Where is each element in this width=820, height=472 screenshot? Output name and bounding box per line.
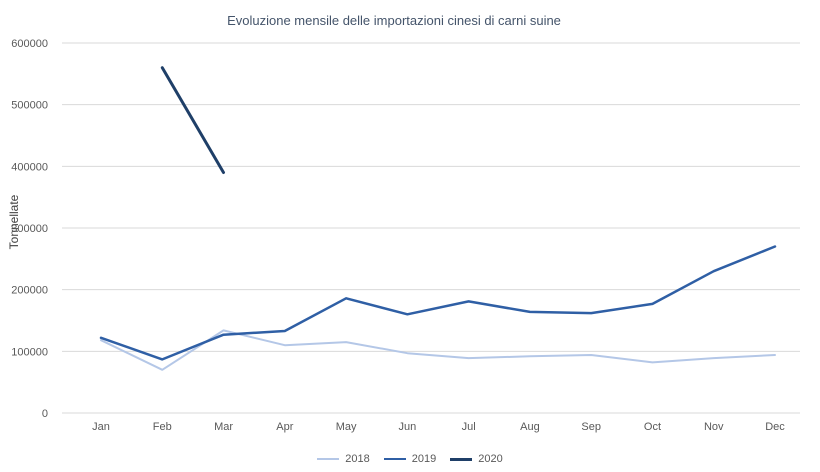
y-tick-label: 200000: [11, 285, 48, 297]
x-tick-label: Jul: [462, 421, 476, 433]
x-tick-label: Jun: [398, 421, 416, 433]
legend-swatch-2020: [450, 457, 473, 461]
x-tick-label: Apr: [276, 421, 293, 433]
y-tick-label: 100000: [11, 346, 48, 358]
x-tick-label: Feb: [153, 421, 172, 433]
series-line-2020: [160, 66, 225, 174]
legend-item-2020: 2020: [450, 453, 503, 465]
legend-label: 2018: [345, 453, 370, 465]
x-tick-label: Aug: [520, 421, 540, 433]
chart-legend: 2018 2019 2020: [0, 453, 820, 465]
y-tick-label: 600000: [11, 38, 48, 50]
legend-label: 2020: [478, 453, 503, 465]
series-line-2018: [100, 329, 776, 371]
legend-label: 2019: [411, 453, 437, 465]
legend-swatch-2019: [383, 457, 406, 461]
x-tick-label: Dec: [765, 421, 785, 433]
legend-item-2019: 2019: [383, 453, 437, 465]
x-tick-label: Oct: [644, 421, 661, 433]
x-tick-label: Sep: [581, 421, 601, 433]
y-tick-label: 500000: [11, 100, 48, 112]
y-tick-label: 300000: [11, 223, 48, 235]
series-line-2019: [99, 245, 777, 361]
x-tick-label: Mar: [214, 421, 233, 433]
x-tick-label: Nov: [704, 421, 724, 433]
legend-swatch-2018: [317, 458, 340, 460]
legend-item-2018: 2018: [317, 453, 370, 465]
y-tick-label: 0: [42, 408, 48, 420]
chart-title: Evoluzione mensile delle importazioni ci…: [227, 13, 561, 28]
x-tick-label: Jan: [92, 421, 110, 433]
x-tick-label: May: [336, 421, 357, 433]
y-tick-label: 400000: [11, 161, 48, 173]
